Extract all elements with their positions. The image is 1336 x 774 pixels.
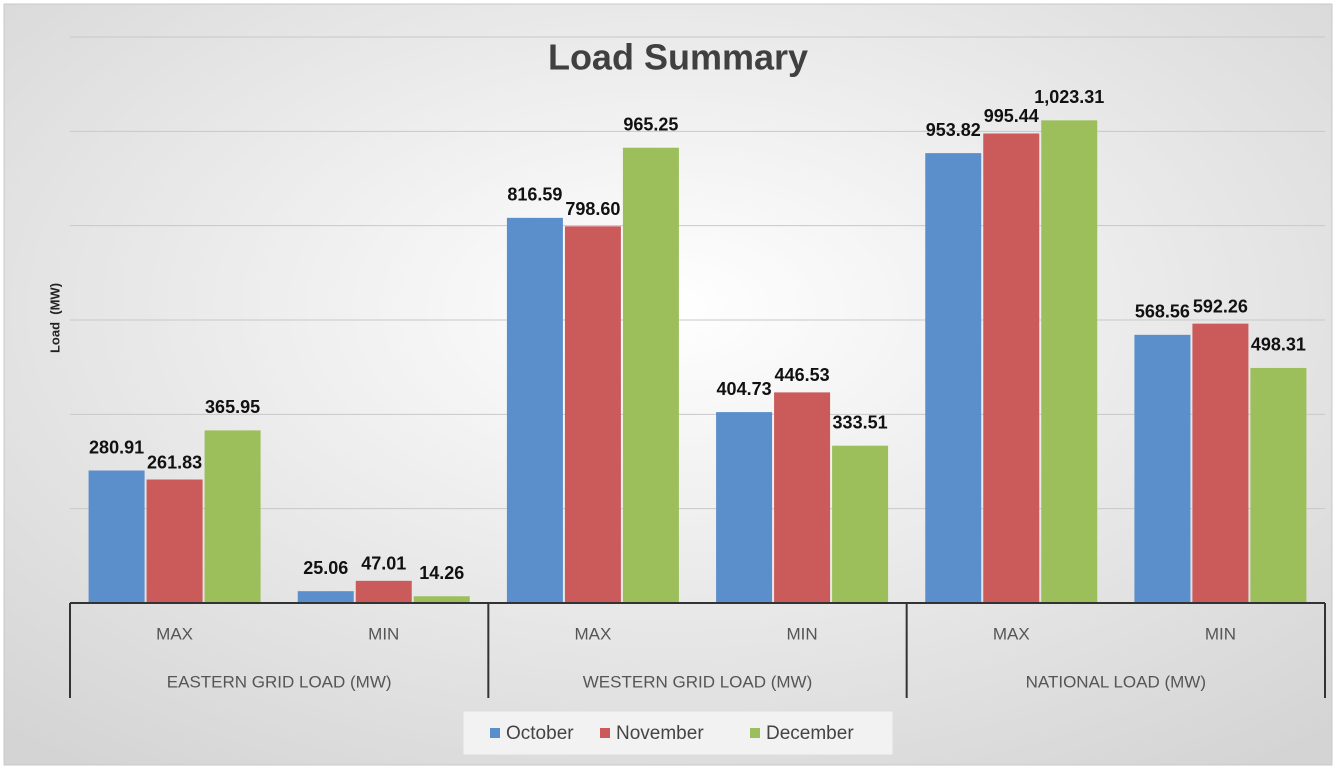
x-tick-label: MAX bbox=[574, 624, 611, 643]
data-label: 995.44 bbox=[984, 106, 1039, 126]
legend-label: December bbox=[766, 723, 854, 744]
x-tick-label: MIN bbox=[1205, 624, 1236, 643]
group-label: EASTERN GRID LOAD (MW) bbox=[167, 672, 392, 691]
data-label: 333.51 bbox=[833, 412, 888, 432]
bar bbox=[506, 217, 563, 603]
bar bbox=[1192, 323, 1249, 603]
bar bbox=[1041, 120, 1098, 604]
x-tick-label: MAX bbox=[993, 624, 1030, 643]
bar bbox=[925, 153, 982, 603]
data-label: 798.60 bbox=[565, 199, 620, 219]
bar bbox=[774, 392, 831, 603]
data-label: 498.31 bbox=[1251, 335, 1306, 355]
legend-label: October bbox=[506, 723, 574, 744]
data-label: 14.26 bbox=[419, 563, 464, 583]
group-label: WESTERN GRID LOAD (MW) bbox=[583, 672, 813, 691]
bar bbox=[564, 226, 621, 603]
data-label: 568.56 bbox=[1135, 302, 1190, 322]
data-label: 592.26 bbox=[1193, 296, 1248, 316]
bar bbox=[832, 445, 889, 603]
legend-box bbox=[462, 710, 894, 756]
chart-title: Load Summary bbox=[548, 37, 808, 78]
data-label: 1,023.31 bbox=[1034, 87, 1104, 107]
legend-swatch bbox=[750, 728, 760, 738]
data-label: 816.59 bbox=[507, 185, 562, 205]
bar bbox=[983, 133, 1040, 603]
x-tick-label: MAX bbox=[156, 624, 193, 643]
y-axis-label: Load (MW) bbox=[47, 283, 62, 353]
data-label: 404.73 bbox=[717, 379, 772, 399]
legend-swatch bbox=[490, 728, 500, 738]
data-label: 953.82 bbox=[926, 120, 981, 140]
data-label: 446.53 bbox=[775, 365, 830, 385]
bar bbox=[204, 430, 261, 603]
data-label: 965.25 bbox=[623, 114, 678, 134]
bar bbox=[88, 470, 145, 603]
bar bbox=[355, 580, 412, 603]
bar bbox=[1250, 367, 1307, 603]
data-label: 47.01 bbox=[361, 554, 406, 574]
bar bbox=[297, 591, 354, 603]
group-label: NATIONAL LOAD (MW) bbox=[1026, 672, 1206, 691]
bar bbox=[716, 412, 773, 603]
x-tick-label: MIN bbox=[786, 624, 817, 643]
data-label: 25.06 bbox=[303, 558, 348, 578]
bar bbox=[1134, 334, 1191, 603]
data-label: 280.91 bbox=[89, 437, 144, 457]
bar bbox=[146, 479, 203, 603]
legend-label: November bbox=[616, 723, 704, 744]
data-label: 365.95 bbox=[205, 397, 260, 417]
x-tick-label: MIN bbox=[368, 624, 399, 643]
bar bbox=[413, 596, 470, 603]
data-label: 261.83 bbox=[147, 452, 202, 472]
legend-swatch bbox=[600, 728, 610, 738]
bar bbox=[622, 147, 679, 603]
